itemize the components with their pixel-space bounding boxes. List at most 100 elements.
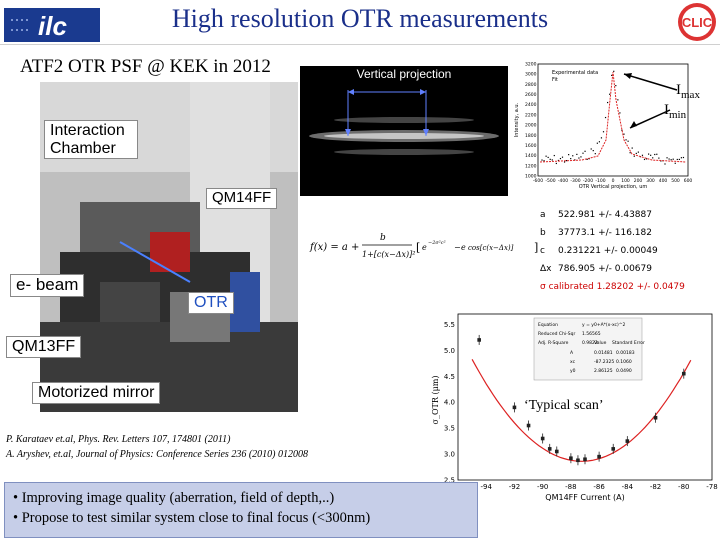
profile-data-point bbox=[570, 158, 572, 160]
profile-x-tick: 100 bbox=[621, 178, 630, 184]
profile-x-tick: -100 bbox=[595, 178, 605, 184]
profile-data-point bbox=[553, 154, 555, 157]
profile-data-point bbox=[678, 158, 680, 161]
profile-data-point bbox=[629, 152, 631, 154]
fit-formula: f(x) = a + b 1+[c(x−Δx)]² [ e −2σ²c² − e… bbox=[309, 233, 538, 259]
profile-y-tick: 1400 bbox=[525, 153, 537, 159]
scan-data-point bbox=[653, 415, 658, 420]
scan-data-point bbox=[681, 371, 686, 376]
fit-row-sigma: σ calibrated 1.28202 +/- 0.0479 bbox=[540, 282, 685, 292]
profile-data-point bbox=[566, 160, 568, 162]
profile-data-point bbox=[576, 153, 578, 155]
profile-data-point bbox=[609, 93, 611, 95]
profile-data-point bbox=[549, 158, 551, 160]
svg-text:f(x) = a +: f(x) = a + bbox=[309, 242, 359, 253]
profile-data-point bbox=[541, 159, 543, 161]
profile-data-point bbox=[543, 160, 545, 162]
profile-data-point bbox=[666, 157, 668, 159]
profile-data-point bbox=[611, 74, 613, 76]
profile-data-point bbox=[674, 162, 676, 164]
profile-data-point bbox=[621, 129, 623, 131]
scan-y-tick: 5.5 bbox=[444, 321, 455, 329]
svg-text:-87.2325: -87.2325 bbox=[594, 359, 614, 365]
scan-data-point bbox=[625, 439, 630, 443]
profile-data-point bbox=[641, 154, 644, 156]
profile-x-tick: -500 bbox=[545, 178, 555, 184]
profile-data-point bbox=[555, 162, 557, 165]
label-otr: OTR bbox=[188, 292, 234, 314]
profile-x-tick: -300 bbox=[570, 178, 580, 184]
fit-row-dx: Δx 786.905 +/- 0.00679 bbox=[540, 264, 652, 274]
fit-row-b: b 37773.1 +/- 116.182 bbox=[540, 228, 652, 238]
profile-data-point bbox=[607, 101, 609, 104]
profile-data-point bbox=[590, 148, 592, 150]
profile-data-point bbox=[637, 151, 639, 153]
svg-text:−2σ²c²: −2σ²c² bbox=[428, 240, 446, 246]
profile-data-point bbox=[578, 157, 580, 159]
svg-text:cos[c(x−Δx)]: cos[c(x−Δx)] bbox=[468, 244, 514, 252]
profile-data-point bbox=[648, 153, 650, 155]
profile-data-point bbox=[547, 156, 549, 159]
reference-2: A. Aryshev, et.al, Journal of Physics: C… bbox=[6, 449, 308, 460]
profile-data-point bbox=[584, 150, 586, 152]
scan-data-point bbox=[569, 456, 573, 461]
scan-x-tick: -78 bbox=[706, 483, 717, 491]
profile-x-tick: 200 bbox=[634, 178, 643, 184]
profile-data-point bbox=[680, 157, 682, 159]
scan-x-tick: -88 bbox=[565, 483, 576, 491]
scan-y-tick: 4.5 bbox=[444, 373, 455, 381]
profile-data-point bbox=[561, 156, 564, 158]
imax-label: Imax bbox=[676, 82, 700, 101]
bullet-2: • Propose to test similar system close t… bbox=[13, 509, 371, 526]
ilc-logo: ilc bbox=[4, 8, 100, 42]
scan-x-tick: -84 bbox=[622, 483, 634, 491]
svg-text:Reduced Chi-Sqr: Reduced Chi-Sqr bbox=[538, 331, 576, 337]
profile-data-point bbox=[625, 139, 627, 141]
bullet-1: • Improving image quality (aberration, f… bbox=[13, 490, 335, 506]
typical-scan-label: ‘Typical scan’ bbox=[524, 398, 604, 413]
svg-text:Equation: Equation bbox=[538, 322, 558, 328]
summary-bullets: • Improving image quality (aberration, f… bbox=[4, 482, 478, 538]
profile-x-tick: -200 bbox=[583, 178, 593, 184]
profile-data-point bbox=[586, 158, 588, 161]
profile-data-point bbox=[594, 153, 596, 155]
scan-data-point bbox=[547, 447, 552, 451]
profile-data-point bbox=[572, 155, 574, 157]
scan-x-tick: -86 bbox=[593, 483, 605, 491]
profile-data-point bbox=[654, 153, 656, 156]
profile-data-point bbox=[656, 153, 658, 155]
profile-data-point bbox=[672, 158, 674, 160]
profile-x-tick: -400 bbox=[558, 178, 568, 184]
svg-text:−: − bbox=[454, 243, 461, 252]
profile-data-point bbox=[635, 152, 637, 155]
label-e-beam: e- beam bbox=[10, 274, 85, 297]
profile-legend-fit: Fit bbox=[552, 77, 558, 83]
scan-x-tick: -80 bbox=[678, 483, 689, 491]
scan-data-point bbox=[583, 457, 587, 462]
profile-data-point bbox=[643, 158, 646, 161]
label-interaction-chamber: Interaction Chamber bbox=[44, 120, 138, 160]
scan-data-point bbox=[540, 436, 545, 441]
svg-text:0.0490: 0.0490 bbox=[616, 368, 632, 374]
scan-data-point bbox=[526, 423, 531, 428]
label-motorized-mirror: Motorized mirror bbox=[32, 382, 161, 404]
profile-y-tick: 2400 bbox=[525, 102, 537, 108]
scan-x-tick: -94 bbox=[481, 483, 493, 491]
scan-y-tick: 3.0 bbox=[444, 451, 455, 459]
svg-text:y0: y0 bbox=[570, 368, 576, 374]
title-divider bbox=[0, 44, 720, 45]
fit-row-a: a 522.981 +/- 4.43887 bbox=[540, 210, 652, 220]
profile-data-point bbox=[580, 156, 582, 158]
profile-y-tick: 1800 bbox=[525, 133, 537, 139]
svg-text:0.1060: 0.1060 bbox=[616, 359, 632, 365]
svg-text:A: A bbox=[570, 350, 574, 356]
profile-y-tick: 2800 bbox=[525, 82, 537, 88]
svg-text:b: b bbox=[380, 233, 386, 243]
profile-data-point bbox=[592, 150, 594, 152]
otr-image: Vertical projection bbox=[300, 66, 508, 196]
profile-x-tick: 300 bbox=[646, 178, 655, 184]
svg-text:ilc: ilc bbox=[38, 11, 67, 41]
scan-plot: 2.53.03.54.04.55.05.5 -96-94-92-90-88-86… bbox=[431, 313, 718, 502]
svg-text:1.56565: 1.56565 bbox=[582, 331, 601, 337]
profile-x-tick: 600 bbox=[684, 178, 693, 184]
